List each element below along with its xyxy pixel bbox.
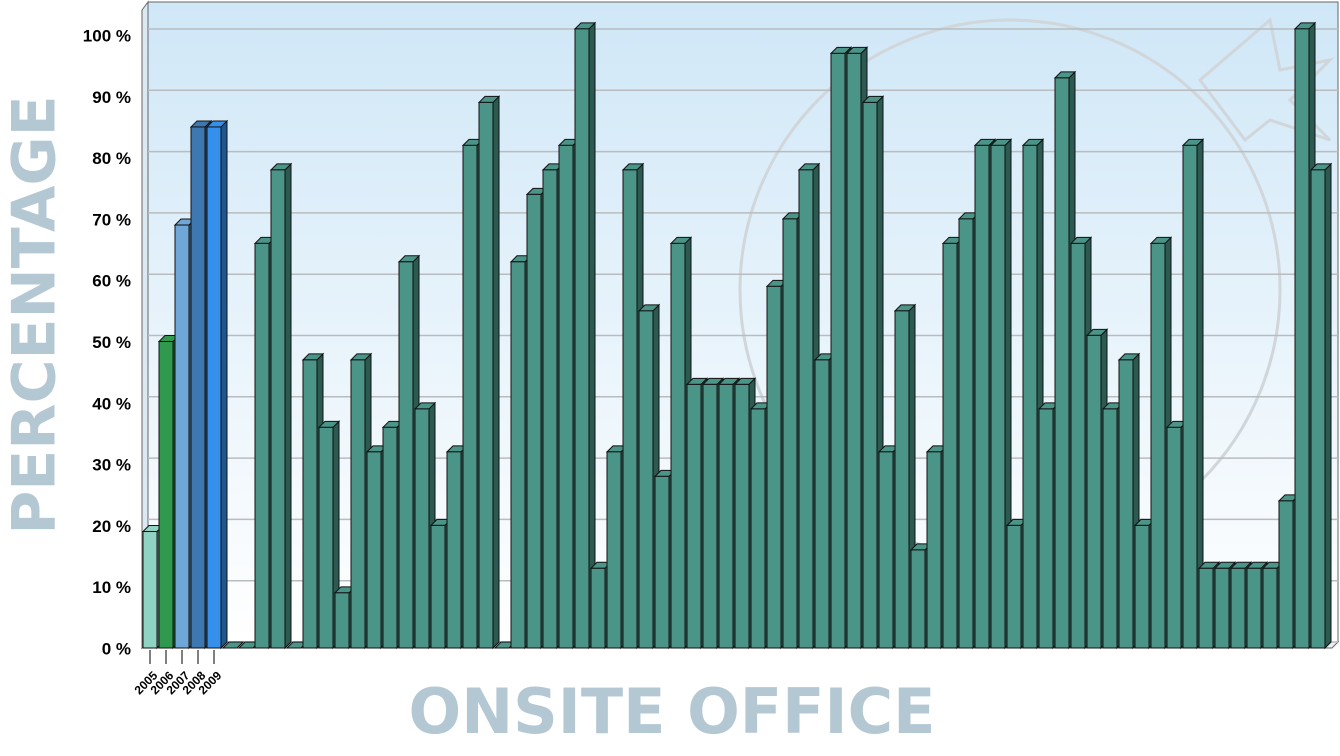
bar-side xyxy=(284,162,292,650)
bar xyxy=(254,242,270,649)
bar xyxy=(638,310,654,649)
y-axis-title: PERCENTAGE xyxy=(0,95,70,534)
bar-side xyxy=(492,95,500,650)
bar xyxy=(1118,359,1134,649)
bar xyxy=(990,144,1006,649)
bar xyxy=(1182,144,1198,649)
bar xyxy=(270,169,286,649)
bar xyxy=(1214,567,1230,649)
y-tick-label: 100 % xyxy=(83,26,131,45)
bar xyxy=(366,451,382,649)
bar xyxy=(462,144,478,649)
bar xyxy=(1006,524,1022,649)
bar xyxy=(302,359,318,649)
y-tick-label: 30 % xyxy=(92,456,131,475)
y-tick-label: 10 % xyxy=(92,578,131,597)
bar xyxy=(1310,169,1326,649)
bar xyxy=(542,169,558,649)
bar xyxy=(590,567,606,649)
bar xyxy=(894,310,910,649)
bar xyxy=(1038,408,1054,649)
bar xyxy=(718,383,734,649)
bar xyxy=(734,383,750,649)
bar xyxy=(750,408,766,649)
bar xyxy=(382,426,398,649)
y-tick-label: 90 % xyxy=(92,88,131,107)
bar xyxy=(1166,426,1182,649)
bar xyxy=(1262,567,1278,649)
bar xyxy=(974,144,990,649)
bar-side xyxy=(1324,162,1332,650)
bar xyxy=(510,261,526,649)
bar xyxy=(206,126,222,649)
bar xyxy=(1086,334,1102,649)
bar xyxy=(1054,77,1070,649)
y-tick-label: 80 % xyxy=(92,149,131,168)
bar xyxy=(878,451,894,649)
bar xyxy=(158,341,174,649)
bar xyxy=(1070,242,1086,649)
bar xyxy=(1198,567,1214,649)
bar xyxy=(926,451,942,649)
bar xyxy=(814,359,830,649)
bar xyxy=(558,144,574,649)
bar xyxy=(686,383,702,649)
bar xyxy=(606,451,622,649)
bar xyxy=(958,218,974,649)
bar xyxy=(350,359,366,649)
bar xyxy=(190,126,206,649)
y-tick-label: 0 % xyxy=(102,639,131,658)
y-tick-label: 70 % xyxy=(92,210,131,229)
y-tick-label: 50 % xyxy=(92,333,131,352)
y-tick-label: 20 % xyxy=(92,517,131,536)
bar xyxy=(670,242,686,649)
bar xyxy=(798,169,814,649)
bar xyxy=(574,28,590,649)
bar xyxy=(830,52,846,649)
bar xyxy=(654,475,670,649)
bar xyxy=(766,285,782,649)
bar xyxy=(622,169,638,649)
bar xyxy=(910,549,926,649)
bar xyxy=(1150,242,1166,649)
bar xyxy=(526,193,542,649)
bar xyxy=(318,426,334,649)
bar xyxy=(782,218,798,649)
y-tick-label: 60 % xyxy=(92,272,131,291)
bar xyxy=(142,531,158,649)
bar xyxy=(1134,524,1150,649)
bar xyxy=(702,383,718,649)
bar xyxy=(942,242,958,649)
bar xyxy=(398,261,414,649)
bar-top xyxy=(221,641,245,649)
bar xyxy=(174,224,190,649)
x-axis-title: ONSITE OFFICE xyxy=(409,675,936,748)
bar xyxy=(846,52,862,649)
bar-side xyxy=(588,21,596,650)
bar xyxy=(430,524,446,649)
bar-side xyxy=(220,119,228,650)
bar xyxy=(1230,567,1246,649)
bar xyxy=(1102,408,1118,649)
bar xyxy=(1278,500,1294,649)
bar xyxy=(478,101,494,649)
bar xyxy=(334,592,350,649)
y-tick-label: 40 % xyxy=(92,394,131,413)
bar xyxy=(1022,144,1038,649)
bar xyxy=(1294,28,1310,649)
bar xyxy=(446,451,462,649)
bar xyxy=(1246,567,1262,649)
bar xyxy=(414,408,430,649)
bar xyxy=(862,101,878,649)
